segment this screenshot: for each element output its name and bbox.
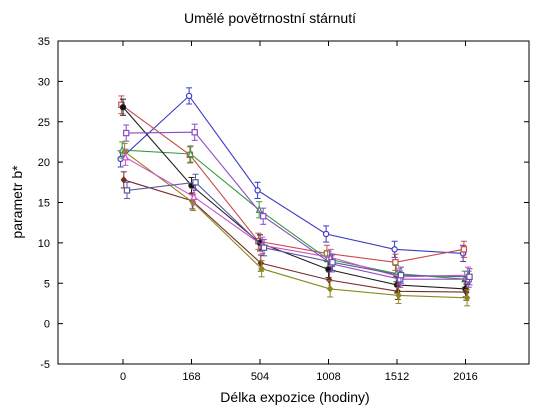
y-tick-label: -5 bbox=[40, 359, 50, 371]
x-tick-label: 0 bbox=[120, 371, 126, 383]
x-axis: 0 168 504 1008 1512 2016 bbox=[120, 41, 478, 383]
data-point bbox=[260, 244, 268, 251]
y-tick-label: 5 bbox=[44, 278, 50, 290]
data-point bbox=[185, 92, 193, 100]
y-tick-label: 15 bbox=[38, 198, 50, 210]
data-point bbox=[260, 213, 267, 220]
data-point bbox=[187, 149, 195, 158]
data-point bbox=[397, 271, 405, 279]
data-point bbox=[326, 276, 333, 284]
data-point bbox=[460, 246, 468, 253]
data-point bbox=[463, 293, 471, 302]
data-point bbox=[191, 129, 198, 136]
data-point bbox=[392, 259, 399, 266]
series-line bbox=[123, 179, 467, 293]
series-layer bbox=[117, 87, 473, 307]
data-point bbox=[322, 230, 330, 238]
y-tick-label: 20 bbox=[38, 157, 50, 169]
data-point bbox=[323, 250, 331, 257]
data-point bbox=[190, 192, 198, 201]
series-line bbox=[125, 156, 468, 278]
series-line bbox=[121, 104, 465, 263]
y-tick-label: 25 bbox=[38, 117, 50, 129]
series-line bbox=[120, 95, 464, 254]
data-point bbox=[121, 152, 129, 161]
series-9 bbox=[123, 173, 473, 286]
series-line bbox=[122, 149, 465, 280]
data-point bbox=[325, 266, 332, 273]
x-axis-title: Délka expozice (hodiny) bbox=[220, 389, 369, 405]
series-line bbox=[126, 131, 469, 280]
data-point bbox=[123, 187, 131, 194]
data-point bbox=[119, 104, 127, 111]
series-line bbox=[124, 151, 468, 299]
y-tick-label: 10 bbox=[38, 238, 50, 250]
chart-title: Umělé povětrnostní stárnutí bbox=[184, 10, 356, 26]
x-tick-label: 504 bbox=[251, 371, 269, 383]
x-tick-label: 1512 bbox=[385, 371, 409, 383]
data-point bbox=[192, 179, 199, 186]
data-point bbox=[395, 291, 402, 300]
y-tick-label: 35 bbox=[38, 36, 50, 48]
data-point bbox=[466, 273, 473, 280]
series-line bbox=[122, 106, 466, 290]
y-tick-label: 0 bbox=[44, 319, 50, 331]
data-point bbox=[329, 259, 336, 266]
x-tick-label: 168 bbox=[182, 371, 200, 383]
data-point bbox=[391, 246, 398, 253]
x-tick-label: 1008 bbox=[316, 371, 340, 383]
y-axis: 35 30 25 20 15 10 5 0 -5 bbox=[38, 36, 529, 371]
data-point bbox=[254, 187, 261, 194]
x-tick-label: 2016 bbox=[453, 371, 477, 383]
series-line bbox=[126, 181, 470, 278]
data-point bbox=[122, 129, 130, 137]
data-point bbox=[258, 264, 265, 273]
y-axis-title: parametr b* bbox=[9, 165, 25, 239]
data-point bbox=[326, 285, 334, 293]
y-tick-label: 30 bbox=[38, 76, 50, 88]
data-point bbox=[120, 176, 128, 184]
